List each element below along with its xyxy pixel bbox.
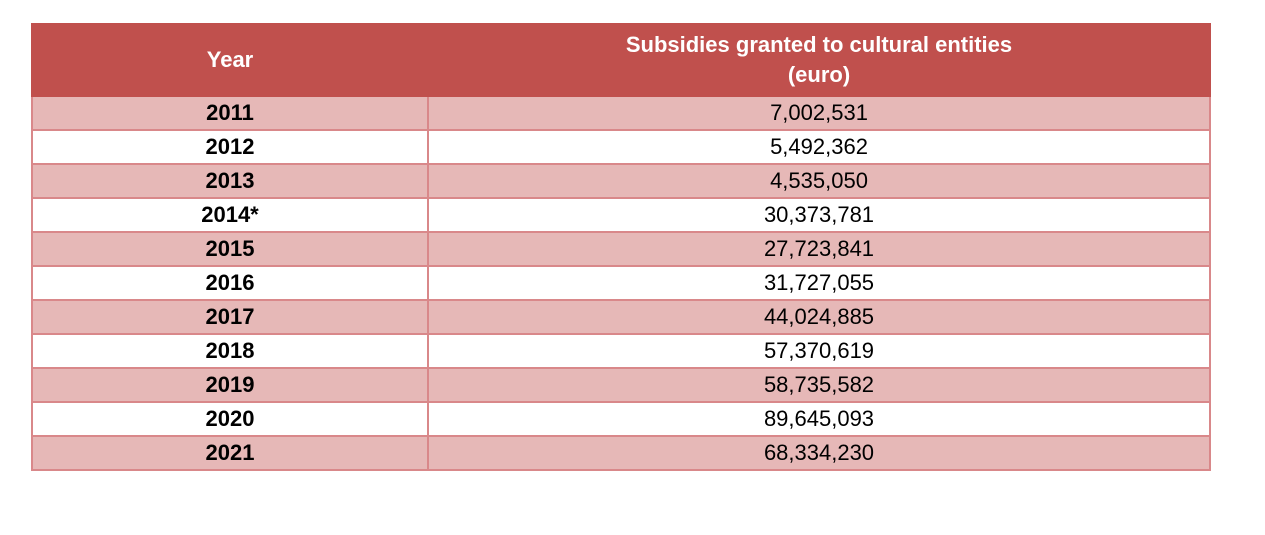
subsidy-value-cell: 57,370,619 (427, 333, 1211, 369)
year-cell: 2015 (31, 231, 429, 267)
year-cell: 2018 (31, 333, 429, 369)
subsidy-value-cell: 7,002,531 (427, 95, 1211, 131)
table-row: 2014* 30,373,781 (31, 197, 1211, 233)
year-cell: 2016 (31, 265, 429, 301)
table-body: 2011 7,002,531 2012 5,492,362 2013 4,535… (31, 95, 1211, 471)
subsidy-value-cell: 44,024,885 (427, 299, 1211, 335)
table-row: 2011 7,002,531 (31, 95, 1211, 131)
year-cell: 2019 (31, 367, 429, 403)
table-row: 2018 57,370,619 (31, 333, 1211, 369)
year-cell: 2012 (31, 129, 429, 165)
subsidies-column-header: Subsidies granted to cultural entities (… (427, 23, 1211, 97)
table-row: 2020 89,645,093 (31, 401, 1211, 437)
year-cell: 2011 (31, 95, 429, 131)
table-row: 2015 27,723,841 (31, 231, 1211, 267)
year-cell: 2017 (31, 299, 429, 335)
year-cell: 2013 (31, 163, 429, 199)
table-row: 2012 5,492,362 (31, 129, 1211, 165)
year-column-header: Year (31, 23, 429, 97)
subsidy-value-cell: 68,334,230 (427, 435, 1211, 471)
table-header: Year Subsidies granted to cultural entit… (31, 23, 1211, 97)
subsidy-value-cell: 4,535,050 (427, 163, 1211, 199)
table-row: 2016 31,727,055 (31, 265, 1211, 301)
header-row: Year Subsidies granted to cultural entit… (31, 23, 1211, 97)
subsidy-value-cell: 27,723,841 (427, 231, 1211, 267)
subsidy-value-cell: 58,735,582 (427, 367, 1211, 403)
subsidy-value-cell: 30,373,781 (427, 197, 1211, 233)
table-row: 2021 68,334,230 (31, 435, 1211, 471)
table-row: 2013 4,535,050 (31, 163, 1211, 199)
table-row: 2019 58,735,582 (31, 367, 1211, 403)
subsidies-header-line2: (euro) (787, 62, 851, 87)
subsidies-header-line1: Subsidies granted to cultural entities (625, 32, 1013, 57)
subsidies-table: Year Subsidies granted to cultural entit… (31, 23, 1211, 471)
table-row: 2017 44,024,885 (31, 299, 1211, 335)
subsidy-value-cell: 89,645,093 (427, 401, 1211, 437)
year-cell: 2014* (31, 197, 429, 233)
subsidy-value-cell: 5,492,362 (427, 129, 1211, 165)
year-cell: 2021 (31, 435, 429, 471)
year-cell: 2020 (31, 401, 429, 437)
subsidy-value-cell: 31,727,055 (427, 265, 1211, 301)
